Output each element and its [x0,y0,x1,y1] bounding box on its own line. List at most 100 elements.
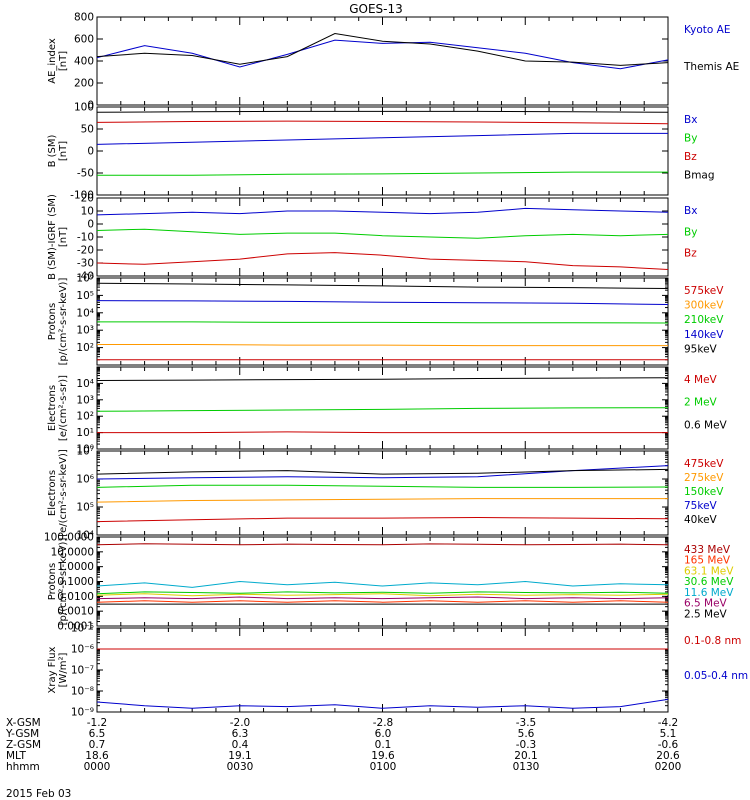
y-axis-label: [nT] [58,227,69,247]
series-line-150kev [96,484,669,488]
series-line-433-mev [96,543,669,546]
y-tick-label: -100 [70,190,94,202]
footer-row-label: hhmm [6,761,40,773]
legend-140kev: 140keV [684,329,724,341]
y-axis-label: [e/(cm²-s-sr-keV)] [58,449,69,537]
legend-bx: Bx [684,205,697,217]
y-tick-label: 10 [81,206,94,218]
y-tick-label: 10³ [76,394,94,406]
panel-frame [96,536,669,627]
panel-4: 10² 10³ 10⁴ 10⁵ 10⁶ Protons [p/(cm²-s-sr-keV)]… [47,273,724,366]
panel-frame [96,16,669,106]
y-tick-label: 10⁴ [76,378,94,390]
series-line-63-1-mev [96,593,669,597]
y-axis-label: B (SM)-IGRF (SM) [47,194,58,280]
legend-bmag: Bmag [684,170,715,182]
y-tick-label: 0 [87,219,94,231]
y-tick-label: 10⁵ [76,290,94,302]
footer-value: -1.2 [87,717,108,729]
footer-row-label: X-GSM [6,717,41,729]
y-axis-label: Xray Flux [47,646,58,693]
series-line-275kev [96,498,668,503]
series-line-bmag [96,110,669,113]
legend-575kev: 575keV [684,285,724,297]
y-axis-label: [e/(cm²-s-sr)] [58,375,69,441]
series-line-4-mev [97,431,668,434]
y-tick-label: 10¹ [76,427,94,439]
footer-value: -4.2 [658,717,679,729]
y-tick-label: 10⁰ [76,444,94,456]
y-tick-label: 800 [74,12,94,24]
legend-bz: Bz [684,248,697,260]
footer-value: 5.6 [518,728,535,740]
footer-value: 0.4 [232,739,249,751]
footer-value: 6.3 [232,728,249,740]
legend-4-mev: 4 MeV [684,374,718,386]
series-line-95kev [96,282,669,289]
y-tick-label: 10⁷ [76,446,94,458]
legend-40kev: 40keV [684,514,718,526]
panel-8: 10⁻⁹ 10⁻⁸ 10⁻⁷ 10⁻⁶ 10⁻⁵ Xray Flux [W/m²] 0.1-0… [47,623,748,719]
y-tick-label: 10⁴ [76,307,94,319]
legend-30-6-mev: 30.6 MeV [684,576,734,588]
series-line-by [96,228,669,239]
series-line-11-6-mev [96,580,669,588]
series-line-bx [96,132,668,145]
panel-5: 10⁰ 10¹ 10² 10³ 10⁴ Electrons [e/(cm²-s-sr)] 4 … [47,366,728,456]
footer-value: 19.6 [371,750,395,762]
series-line-by [97,171,668,176]
panel-frame [96,627,669,713]
y-tick-label: 0.1000 [57,576,94,588]
plot-title: GOES-13 [349,2,403,16]
y-axis-label: Electrons [47,470,58,516]
series-line-bz [96,120,669,125]
footer-value: -0.6 [658,739,679,751]
y-tick-label: 10⁶ [76,474,94,486]
legend-bx: Bx [684,114,697,126]
y-axis-label: [nT] [58,141,69,161]
y-tick-label: -50 [77,168,94,180]
series-line-210kev [97,321,669,324]
series-line-40kev [96,468,669,475]
y-tick-label: 10² [76,342,94,354]
footer-value: 0100 [370,761,397,773]
legend-63-1-mev: 63.1 MeV [684,565,734,577]
y-tick-label: 10⁻⁷ [71,665,94,677]
y-tick-label: -20 [77,245,94,257]
series-line-bx [96,207,669,216]
y-tick-label: 20 [81,193,94,205]
legend-themis-ae: Themis AE [683,61,739,73]
panel-2: -100 -50 0 50 100 B (SM) [nT] Bx By Bz Bmag [47,102,715,202]
y-axis-label: Protons [47,563,58,600]
footer-value: 18.6 [85,750,109,762]
legend-kyoto-ae: Kyoto AE [684,24,730,36]
y-tick-label: -40 [77,271,94,283]
y-tick-label: 10⁻⁶ [71,644,94,656]
series-line-30-6-mev [96,591,669,595]
series-line-0-6-mev [96,377,669,381]
y-tick-label: 50 [81,124,94,136]
panel-frame [96,450,669,536]
y-tick-label: 10⁶ [76,273,94,285]
y-tick-label: 1.0000 [57,561,94,573]
y-tick-label: 10.0000 [51,546,94,558]
y-axis-label: Electrons [47,385,58,431]
series-line-140kev [96,300,669,305]
panel-frame [96,106,669,196]
y-tick-label: 400 [74,56,94,68]
y-axis-label: [nT] [58,51,69,71]
y-tick-label: -30 [77,258,94,270]
footer-value: 0.7 [89,739,106,751]
y-tick-label: 10² [76,411,94,423]
legend-433-mev: 433 MeV [684,544,731,556]
legend-0-6-mev: 0.6 MeV [684,419,728,431]
ephemeris-footer: X-GSM -1.2 -2.0 -2.8 -3.5 -4.2 Y-GSM 6.5 6.3 6.0 5… [5,717,681,773]
series-line-themis-ae [96,32,669,66]
footer-value: 20.6 [656,750,680,762]
y-tick-label: 10³ [76,325,94,337]
series-line-6-5-mev [96,596,669,600]
y-tick-label: 10⁵ [76,502,94,514]
panel-1: 0 200 400 600 800 AE_index [nT] Kyoto AE Themis … [47,12,739,112]
